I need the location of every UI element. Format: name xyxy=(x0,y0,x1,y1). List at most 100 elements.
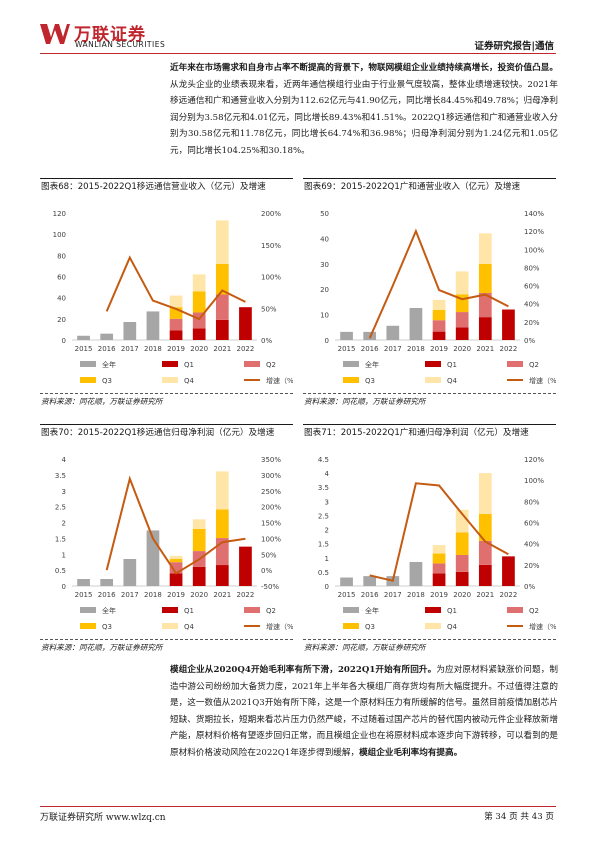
y2-tick-label: 120% xyxy=(524,228,544,236)
bar-q3 xyxy=(432,310,446,321)
legend-label-growth: 增速（%） xyxy=(529,622,556,631)
y2-tick-label: 100% xyxy=(261,535,281,543)
y-tick-label: 0 xyxy=(325,583,329,591)
bar-q1 xyxy=(169,330,183,340)
bar-q1 xyxy=(432,331,446,340)
fig71-title: 图表71：2015-2022Q1广和通归母净利润（亿元）及增速 xyxy=(304,428,529,438)
x-tick-label: 2019 xyxy=(430,591,448,599)
y-tick-label: 20 xyxy=(320,286,329,294)
legend-swatch-full xyxy=(343,361,359,367)
y-tick-label: 0.5 xyxy=(55,567,66,575)
bar-full-year xyxy=(340,577,353,586)
y2-tick-label: 140% xyxy=(524,210,544,218)
bar-q4 xyxy=(192,274,206,292)
x-tick-label: 2017 xyxy=(121,345,139,353)
bar-q4 xyxy=(478,473,492,515)
report-section: 证券研究报告|通信 xyxy=(474,41,554,52)
bar-q4 xyxy=(169,555,183,560)
bar-q1 xyxy=(455,571,469,586)
x-tick-label: 2018 xyxy=(144,345,162,353)
x-tick-label: 2017 xyxy=(384,591,402,599)
legend-swatch-q2 xyxy=(507,361,523,367)
legend-swatch-q1 xyxy=(425,607,441,613)
legend-label-q1: Q1 xyxy=(447,361,457,369)
y2-tick-label: 50% xyxy=(261,551,277,559)
x-tick-label: 2022 xyxy=(237,345,255,353)
bar-q1 xyxy=(215,319,229,340)
y-tick-label: 30 xyxy=(320,261,329,269)
header-divider xyxy=(40,53,556,54)
bar-q2 xyxy=(215,294,229,320)
bar-q2 xyxy=(455,554,469,572)
y-tick-label: 2 xyxy=(62,520,66,528)
y-tick-label: 100 xyxy=(53,231,66,239)
y-tick-label: 4 xyxy=(62,456,67,464)
y2-tick-label: 0% xyxy=(261,337,272,345)
y-tick-label: 1.5 xyxy=(55,535,66,543)
y2-tick-label: 40% xyxy=(524,541,540,549)
bar-q4 xyxy=(215,220,229,264)
bar-q1 xyxy=(239,307,252,340)
bar-q1 xyxy=(502,309,515,340)
fig68-source: 资料来源：同花顺，万联证券研究所 xyxy=(41,397,163,406)
legend-label-q3: Q3 xyxy=(102,623,112,631)
bar-q4 xyxy=(432,299,446,311)
x-tick-label: 2016 xyxy=(98,591,116,599)
x-tick-label: 2015 xyxy=(75,591,93,599)
bar-q3 xyxy=(478,263,492,294)
y2-tick-label: -50% xyxy=(261,583,279,591)
bar-q3 xyxy=(169,307,183,319)
legend-label-q4: Q4 xyxy=(184,623,195,631)
y-tick-label: 40 xyxy=(57,295,66,303)
fig70-title: 图表70：2015-2022Q1移远通信归母净利润（亿元）及增速 xyxy=(41,428,275,438)
legend-swatch-q3 xyxy=(343,623,359,629)
growth-line xyxy=(105,255,246,321)
y2-tick-label: 100% xyxy=(524,246,544,254)
fig68-title: 图表68：2015-2022Q1移远通信营业收入（亿元）及增速 xyxy=(41,182,266,192)
legend-label-q2: Q2 xyxy=(266,607,276,615)
fig68-bottom-rule xyxy=(40,393,293,394)
bar-q3 xyxy=(432,553,446,564)
legend-swatch-full xyxy=(80,361,96,367)
fig68-top-rule xyxy=(40,178,293,179)
x-tick-label: 2017 xyxy=(384,345,402,353)
y-tick-label: 40 xyxy=(320,235,329,243)
bar-q1 xyxy=(502,556,515,586)
x-tick-label: 2018 xyxy=(407,345,425,353)
bar-q1 xyxy=(169,573,183,586)
intro-paragraph: 近年来在市场需求和自身市占率不断提高的背景下，物联网模组企业业绩持续高增长，投资… xyxy=(170,60,558,159)
y2-tick-label: 50% xyxy=(261,305,277,313)
bar-q2 xyxy=(455,312,469,328)
x-tick-label: 2017 xyxy=(121,591,139,599)
legend-swatch-q2 xyxy=(244,607,260,613)
bar-q2 xyxy=(169,318,183,331)
legend-label-q1: Q1 xyxy=(184,607,194,615)
x-tick-label: 2019 xyxy=(430,345,448,353)
bar-q4 xyxy=(455,509,469,533)
bar-full-year xyxy=(146,311,160,340)
y-tick-label: 0 xyxy=(62,583,66,591)
brand-name-cn: 万联证券 xyxy=(74,25,146,45)
y2-tick-label: 250% xyxy=(261,488,281,496)
x-tick-label: 2019 xyxy=(167,591,185,599)
y2-tick-label: 0% xyxy=(524,337,535,345)
outro-text: 为应对原材料紧缺涨价问题，制造中游公司纷纷加大备货力度，2021年上半年各大模组… xyxy=(170,665,558,758)
bar-q1 xyxy=(478,564,492,586)
x-tick-label: 2022 xyxy=(500,345,518,353)
legend-swatch-full xyxy=(80,607,96,613)
wanlian-logo-icon xyxy=(40,24,70,44)
bar-full-year xyxy=(77,579,90,586)
legend-label-q4: Q4 xyxy=(184,377,195,385)
legend-label-growth: 增速（%） xyxy=(529,376,556,385)
bar-q3 xyxy=(215,509,229,539)
y2-tick-label: 60% xyxy=(524,283,540,291)
legend-label-q2: Q2 xyxy=(529,361,539,369)
y2-tick-label: 0% xyxy=(524,583,535,591)
legend-swatch-q4 xyxy=(162,623,178,629)
y2-tick-label: 200% xyxy=(261,210,281,218)
y-tick-label: 3.5 xyxy=(318,484,329,492)
x-tick-label: 2022 xyxy=(237,591,255,599)
footer-brand: 万联证券研究所 www.wlzq.cn xyxy=(40,813,166,823)
bar-q3 xyxy=(478,514,492,541)
y-tick-label: 4 xyxy=(325,470,330,478)
